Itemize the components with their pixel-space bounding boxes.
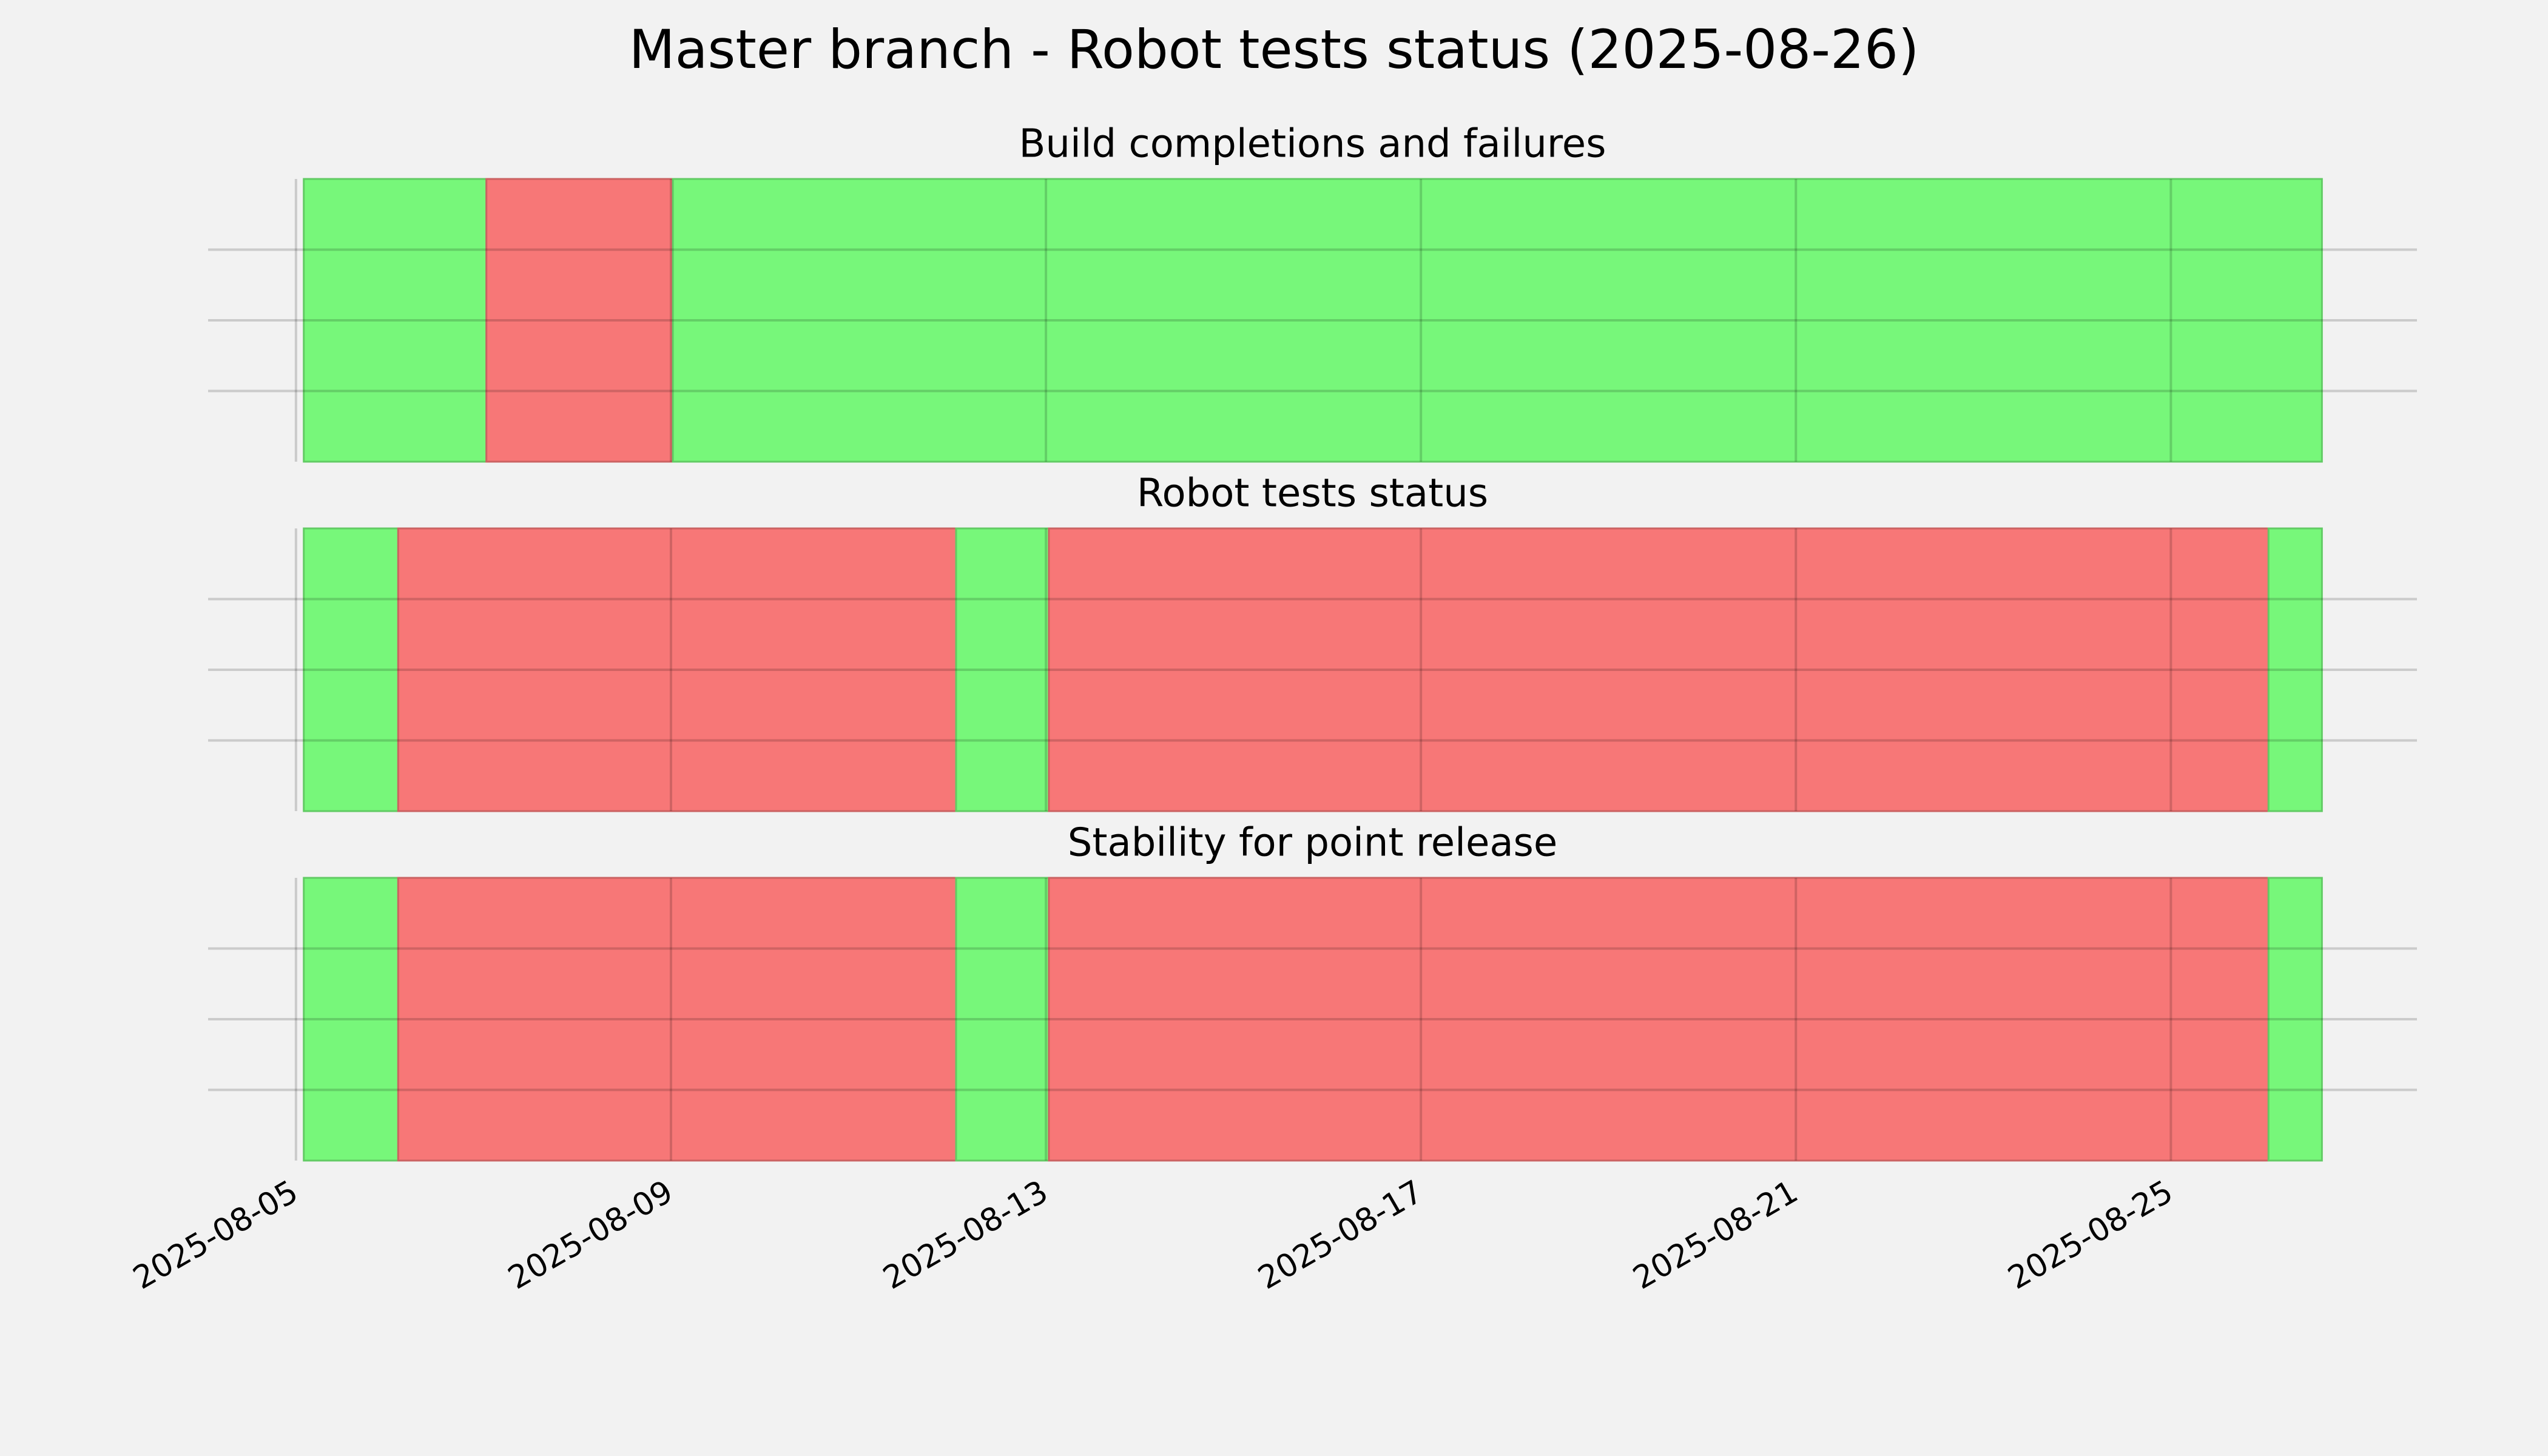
status-span [397, 877, 957, 1162]
subplot-title: Robot tests status [1137, 471, 1488, 516]
status-span [1048, 527, 2270, 812]
status-span [955, 527, 1050, 812]
status-span [397, 527, 957, 812]
status-span [955, 877, 1050, 1162]
figure-title: Master branch - Robot tests status (2025… [629, 18, 1919, 81]
status-span [2267, 877, 2323, 1162]
subplot-title: Stability for point release [1068, 821, 1558, 866]
status-span [303, 877, 399, 1162]
status-span [672, 178, 2323, 463]
status-span [2267, 527, 2323, 812]
subplot-title: Build completions and failures [1019, 122, 1606, 167]
status-span [303, 178, 488, 463]
status-span [303, 527, 399, 812]
status-span [1048, 877, 2270, 1162]
status-span [485, 178, 674, 463]
